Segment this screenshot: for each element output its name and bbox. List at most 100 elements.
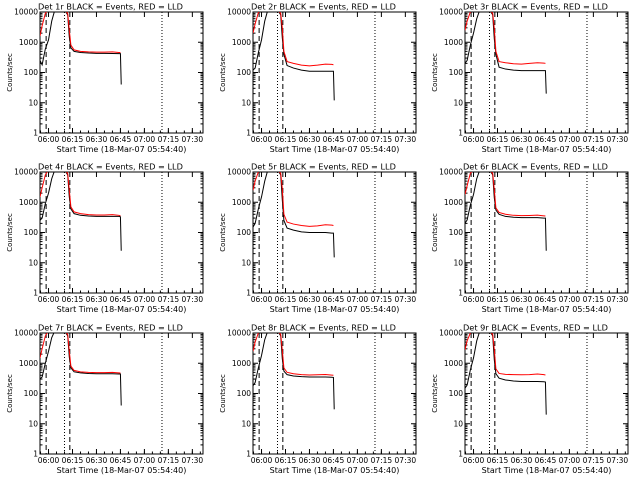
x-tick-label: 06:30: [299, 456, 321, 465]
y-tick-label: 1: [246, 289, 251, 298]
lld-series-line: [40, 12, 121, 53]
lld-series-line: [465, 333, 546, 376]
x-tick-label: 07:30: [607, 135, 629, 144]
x-tick-label: 06:30: [299, 295, 321, 304]
events-series-line: [40, 12, 122, 85]
events-series-line: [40, 172, 122, 251]
x-axis-label: Start Time (18-Mar-07 05:54:40): [482, 145, 612, 154]
x-tick-label: 06:45: [323, 135, 345, 144]
x-axis-label: Start Time (18-Mar-07 05:54:40): [482, 466, 612, 475]
y-axis-label: Counts/sec: [6, 374, 14, 413]
x-tick-label: 06:45: [535, 456, 557, 465]
x-tick-label: 07:15: [158, 135, 180, 144]
detector-panel: 1 10 100 1000 10000 06:00 06:15 06:30 06:45 07:00…: [6, 2, 204, 154]
y-tick-label: 10000: [14, 168, 38, 177]
x-tick-label: 06:00: [38, 295, 60, 304]
x-axis-label: Start Time (18-Mar-07 05:54:40): [57, 145, 187, 154]
y-tick-label: 10000: [227, 168, 251, 177]
detector-panel: 1 10 100 1000 10000 06:00 06:15 06:30 06:45 07:00…: [219, 2, 417, 154]
detector-panel: 1 10 100 1000 10000 06:00 06:15 06:30 06:45 07:00…: [6, 162, 204, 314]
x-tick-label: 07:00: [134, 295, 156, 304]
x-tick-label: 06:30: [86, 295, 108, 304]
y-tick-label: 100: [449, 228, 464, 237]
y-tick-label: 100: [237, 228, 252, 237]
x-tick-label: 07:15: [158, 456, 180, 465]
x-tick-label: 06:30: [299, 135, 321, 144]
x-tick-label: 07:30: [395, 295, 417, 304]
events-series-line: [465, 12, 547, 94]
y-tick-label: 1000: [444, 198, 463, 207]
panel-title: Det 4r BLACK = Events, RED = LLD: [38, 162, 183, 172]
y-tick-label: 1000: [19, 359, 38, 368]
x-tick-label: 06:45: [323, 295, 345, 304]
x-tick-label: 06:15: [62, 135, 84, 144]
x-tick-label: 06:15: [62, 295, 84, 304]
events-series-line: [253, 12, 335, 101]
y-tick-label: 1000: [19, 38, 38, 47]
x-tick-label: 06:45: [323, 456, 345, 465]
x-tick-label: 06:15: [275, 295, 297, 304]
lld-series-line: [40, 333, 121, 374]
x-axis-label: Start Time (18-Mar-07 05:54:40): [270, 466, 400, 475]
x-tick-label: 07:00: [134, 135, 156, 144]
x-tick-label: 07:30: [395, 456, 417, 465]
panel-title: Det 7r BLACK = Events, RED = LLD: [38, 323, 183, 333]
detector-panel: 1 10 100 1000 10000 06:00 06:15 06:30 06:45 07:00…: [431, 323, 629, 475]
x-axis-label: Start Time (18-Mar-07 05:54:40): [270, 145, 400, 154]
events-series-line: [465, 172, 547, 251]
x-tick-label: 06:15: [487, 295, 509, 304]
x-tick-label: 07:15: [371, 456, 393, 465]
x-tick-label: 06:30: [511, 135, 533, 144]
x-tick-label: 06:30: [86, 456, 108, 465]
x-tick-label: 07:15: [371, 135, 393, 144]
lld-series-line: [465, 172, 546, 217]
x-tick-label: 07:15: [583, 295, 605, 304]
y-tick-label: 1: [458, 450, 463, 459]
x-tick-label: 06:45: [535, 295, 557, 304]
lld-series-line: [40, 172, 121, 217]
x-tick-label: 06:00: [251, 456, 273, 465]
x-tick-label: 07:30: [395, 135, 417, 144]
y-tick-label: 10000: [14, 329, 38, 338]
y-tick-label: 10000: [227, 8, 251, 17]
y-tick-label: 10: [241, 258, 251, 267]
x-tick-label: 06:00: [463, 456, 485, 465]
y-tick-label: 100: [24, 389, 39, 398]
x-tick-label: 06:15: [487, 135, 509, 144]
y-tick-label: 1000: [444, 359, 463, 368]
x-axis-label: Start Time (18-Mar-07 05:54:40): [482, 305, 612, 314]
x-tick-label: 06:00: [251, 295, 273, 304]
detector-panel: 1 10 100 1000 10000 06:00 06:15 06:30 06:45 07:00…: [431, 2, 629, 154]
lld-series-line: [465, 12, 546, 65]
y-tick-label: 1: [458, 289, 463, 298]
panel-title: Det 9r BLACK = Events, RED = LLD: [463, 323, 608, 333]
panel-title: Det 6r BLACK = Events, RED = LLD: [463, 162, 608, 172]
y-tick-label: 1: [246, 450, 251, 459]
y-tick-label: 10000: [439, 8, 463, 17]
detector-panel: 1 10 100 1000 10000 06:00 06:15 06:30 06:45 07:00…: [219, 323, 417, 475]
panel-title: Det 8r BLACK = Events, RED = LLD: [251, 323, 396, 333]
y-tick-label: 100: [24, 228, 39, 237]
detector-panel: 1 10 100 1000 10000 06:00 06:15 06:30 06:45 07:00…: [219, 162, 417, 314]
y-tick-label: 1: [458, 129, 463, 138]
x-tick-label: 07:15: [158, 295, 180, 304]
y-tick-label: 1: [246, 129, 251, 138]
y-tick-label: 10000: [227, 329, 251, 338]
panel-title: Det 5r BLACK = Events, RED = LLD: [251, 162, 396, 172]
y-axis-label: Counts/sec: [219, 374, 227, 413]
detector-panel: 1 10 100 1000 10000 06:00 06:15 06:30 06:45 07:00…: [431, 162, 629, 314]
x-axis-label: Start Time (18-Mar-07 05:54:40): [270, 305, 400, 314]
x-tick-label: 06:00: [463, 295, 485, 304]
y-tick-label: 1: [33, 450, 38, 459]
x-tick-label: 07:00: [559, 135, 581, 144]
y-tick-label: 10000: [439, 168, 463, 177]
x-tick-label: 07:15: [583, 456, 605, 465]
panel-title: Det 3r BLACK = Events, RED = LLD: [463, 2, 608, 12]
x-tick-label: 06:00: [38, 456, 60, 465]
y-tick-label: 100: [449, 68, 464, 77]
y-tick-label: 100: [237, 389, 252, 398]
lld-series-line: [253, 333, 334, 376]
x-tick-label: 07:30: [182, 135, 204, 144]
x-tick-label: 07:30: [182, 295, 204, 304]
x-tick-label: 06:00: [251, 135, 273, 144]
